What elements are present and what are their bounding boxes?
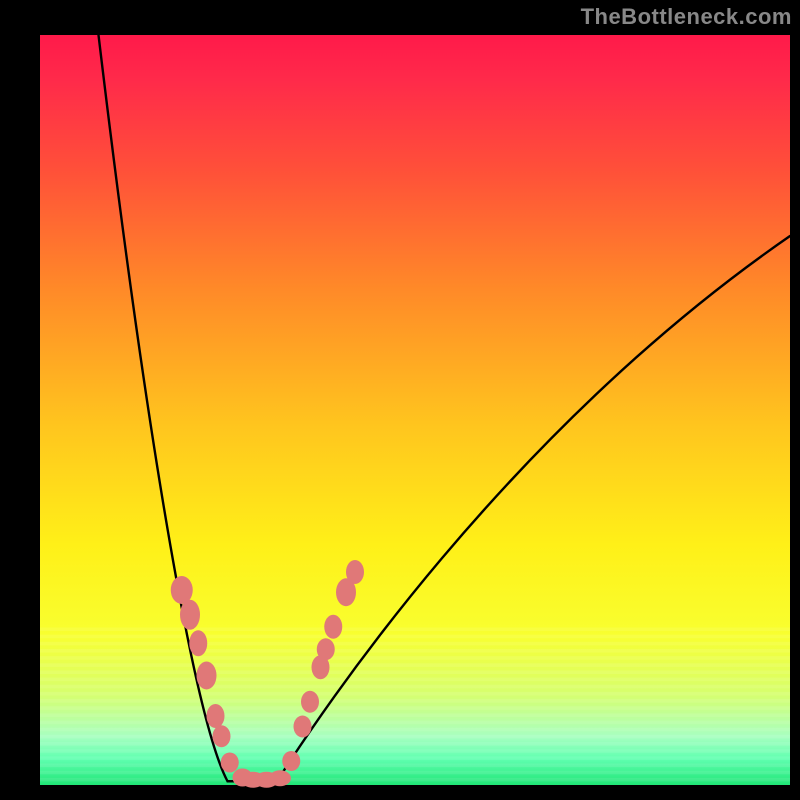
gradient-band — [40, 706, 790, 710]
gradient-band — [40, 663, 790, 667]
gradient-band — [40, 628, 790, 632]
gradient-band — [40, 749, 790, 753]
gradient-band — [40, 685, 790, 689]
gradient-band — [40, 778, 790, 782]
data-marker — [221, 753, 239, 773]
chart-svg — [0, 0, 800, 800]
gradient-band — [40, 656, 790, 660]
watermark-text: TheBottleneck.com — [581, 4, 792, 30]
gradient-band — [40, 678, 790, 682]
data-marker — [294, 716, 312, 738]
gradient-band — [40, 764, 790, 768]
data-marker — [213, 725, 231, 747]
gradient-band — [40, 692, 790, 696]
data-marker — [180, 600, 200, 630]
gradient-band — [40, 649, 790, 653]
gradient-band — [40, 635, 790, 639]
gradient-band — [40, 742, 790, 746]
gradient-band — [40, 721, 790, 725]
gradient-band — [40, 713, 790, 717]
data-marker — [197, 662, 217, 690]
gradient-band — [40, 699, 790, 703]
gradient-band — [40, 670, 790, 674]
data-marker — [346, 560, 364, 584]
gradient-band — [40, 728, 790, 732]
data-marker — [282, 751, 300, 771]
gradient-band — [40, 735, 790, 739]
data-marker — [324, 615, 342, 639]
gradient-band — [40, 756, 790, 760]
data-marker — [317, 638, 335, 660]
data-marker — [269, 770, 291, 786]
gradient-band — [40, 642, 790, 646]
data-marker — [207, 704, 225, 728]
chart-container: TheBottleneck.com — [0, 0, 800, 800]
data-marker — [301, 691, 319, 713]
data-marker — [189, 630, 207, 656]
gradient-band — [40, 771, 790, 775]
